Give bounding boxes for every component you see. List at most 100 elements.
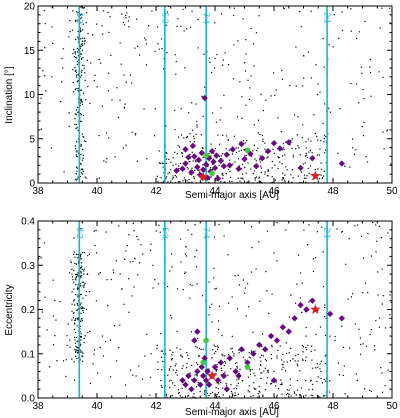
- eccentricity-purple-point: [205, 381, 213, 388]
- inclination-field-point: [245, 39, 247, 41]
- inclination-field-point: [218, 155, 221, 158]
- eccentricity-field-point: [80, 302, 82, 304]
- inclination-field-point: [77, 152, 80, 154]
- eccentricity-field-point: [70, 261, 72, 264]
- inclination-field-point: [75, 178, 77, 180]
- eccentricity-field-point: [181, 396, 183, 398]
- eccentricity-field-point: [324, 363, 327, 365]
- inclination-field-point: [76, 151, 78, 153]
- eccentricity-field-point: [165, 395, 168, 397]
- eccentricity-field-point: [99, 272, 101, 274]
- inclination-purple-point: [238, 140, 245, 148]
- eccentricity-field-point: [316, 363, 318, 365]
- eccentricity-field-point: [348, 238, 350, 240]
- eccentricity-field-point: [132, 374, 134, 376]
- inclination-field-point: [242, 140, 245, 142]
- inclination-field-point: [200, 134, 202, 136]
- eccentricity-field-point: [281, 359, 283, 361]
- eccentricity-field-point: [71, 310, 73, 312]
- eccentricity-field-point: [131, 295, 133, 297]
- inclination-field-point: [386, 129, 389, 131]
- inclination-x-tick-label: 42: [150, 186, 162, 197]
- eccentricity-field-point: [80, 293, 82, 296]
- eccentricity-field-point: [322, 251, 324, 253]
- inclination-field-point: [81, 101, 83, 103]
- eccentricity-field-point: [236, 388, 238, 390]
- inclination-field-point: [76, 60, 78, 63]
- eccentricity-field-point: [222, 354, 224, 357]
- inclination-field-point: [69, 30, 71, 33]
- eccentricity-field-point: [170, 359, 173, 361]
- inclination-field-point: [223, 94, 225, 96]
- eccentricity-field-point: [208, 281, 210, 283]
- eccentricity-field-point: [82, 252, 84, 254]
- eccentricity-field-point: [303, 229, 305, 231]
- eccentricity-field-point: [128, 278, 130, 280]
- eccentricity-field-point: [297, 360, 299, 362]
- inclination-field-point: [362, 135, 364, 137]
- inclination-field-point: [81, 173, 83, 175]
- inclination-purple-point: [211, 164, 219, 172]
- eccentricity-field-point: [73, 304, 76, 306]
- eccentricity-purple-point: [191, 337, 198, 344]
- eccentricity-field-point: [290, 395, 292, 397]
- inclination-field-point: [256, 150, 258, 152]
- eccentricity-field-point: [276, 394, 278, 396]
- inclination-field-point: [313, 114, 315, 116]
- inclination-field-point: [224, 52, 226, 54]
- inclination-field-point: [131, 82, 133, 84]
- eccentricity-field-point: [80, 349, 82, 351]
- inclination-field-point: [339, 108, 341, 110]
- inclination-green-points: [203, 147, 251, 177]
- eccentricity-field-point: [119, 273, 121, 275]
- eccentricity-purple-point: [244, 359, 251, 366]
- eccentricity-field-point: [341, 230, 344, 233]
- inclination-field-point: [323, 152, 326, 154]
- eccentricity-purple-point: [204, 368, 211, 375]
- eccentricity-field-point: [192, 396, 194, 398]
- inclination-field-point: [259, 155, 261, 157]
- eccentricity-field-point: [305, 335, 307, 337]
- inclination-field-point: [76, 47, 78, 50]
- eccentricity-field-point: [289, 378, 291, 380]
- eccentricity-purple-point: [238, 346, 245, 353]
- eccentricity-field-point: [273, 252, 275, 254]
- inclination-field-point: [117, 116, 119, 119]
- eccentricity-field-point: [322, 285, 325, 288]
- eccentricity-field-point: [267, 369, 269, 371]
- eccentricity-field-point: [195, 345, 197, 348]
- inclination-field-point: [305, 141, 307, 143]
- inclination-field-point: [96, 86, 98, 88]
- eccentricity-field-point: [281, 383, 283, 386]
- eccentricity-field-point: [146, 333, 148, 335]
- inclination-field-point: [361, 126, 363, 128]
- inclination-field-point: [284, 181, 286, 183]
- inclination-field-point: [52, 42, 54, 45]
- eccentricity-field-point: [77, 352, 79, 354]
- inclination-field-point: [310, 140, 312, 142]
- eccentricity-field-point: [87, 332, 89, 334]
- inclination-field-point: [76, 141, 78, 143]
- eccentricity-field-point: [216, 363, 218, 366]
- eccentricity-purple-point: [270, 377, 278, 384]
- inclination-purple-point: [179, 165, 186, 173]
- inclination-field-point: [81, 133, 84, 135]
- inclination-field-point: [80, 53, 82, 55]
- eccentricity-plot-area: 3:2 5:3 7:4 2:138 40 42 44 46 48 500.00.10.20.30.…: [21, 217, 398, 413]
- eccentricity-field-point: [230, 348, 232, 350]
- inclination-field-point: [209, 61, 211, 64]
- inclination-field-point: [252, 150, 254, 152]
- eccentricity-field-point: [215, 370, 217, 372]
- inclination-field-point: [272, 72, 275, 74]
- eccentricity-field-point: [387, 369, 389, 371]
- eccentricity-field-point: [377, 271, 379, 273]
- eccentricity-field-point: [236, 365, 238, 368]
- eccentricity-purple-point: [285, 328, 292, 335]
- eccentricity-field-point: [341, 325, 343, 327]
- eccentricity-field-point: [76, 357, 78, 359]
- eccentricity-field-point: [342, 374, 344, 377]
- inclination-field-point: [290, 174, 292, 176]
- eccentricity-field-point: [254, 350, 256, 352]
- eccentricity-field-point: [81, 262, 83, 264]
- inclination-field-point: [154, 50, 156, 52]
